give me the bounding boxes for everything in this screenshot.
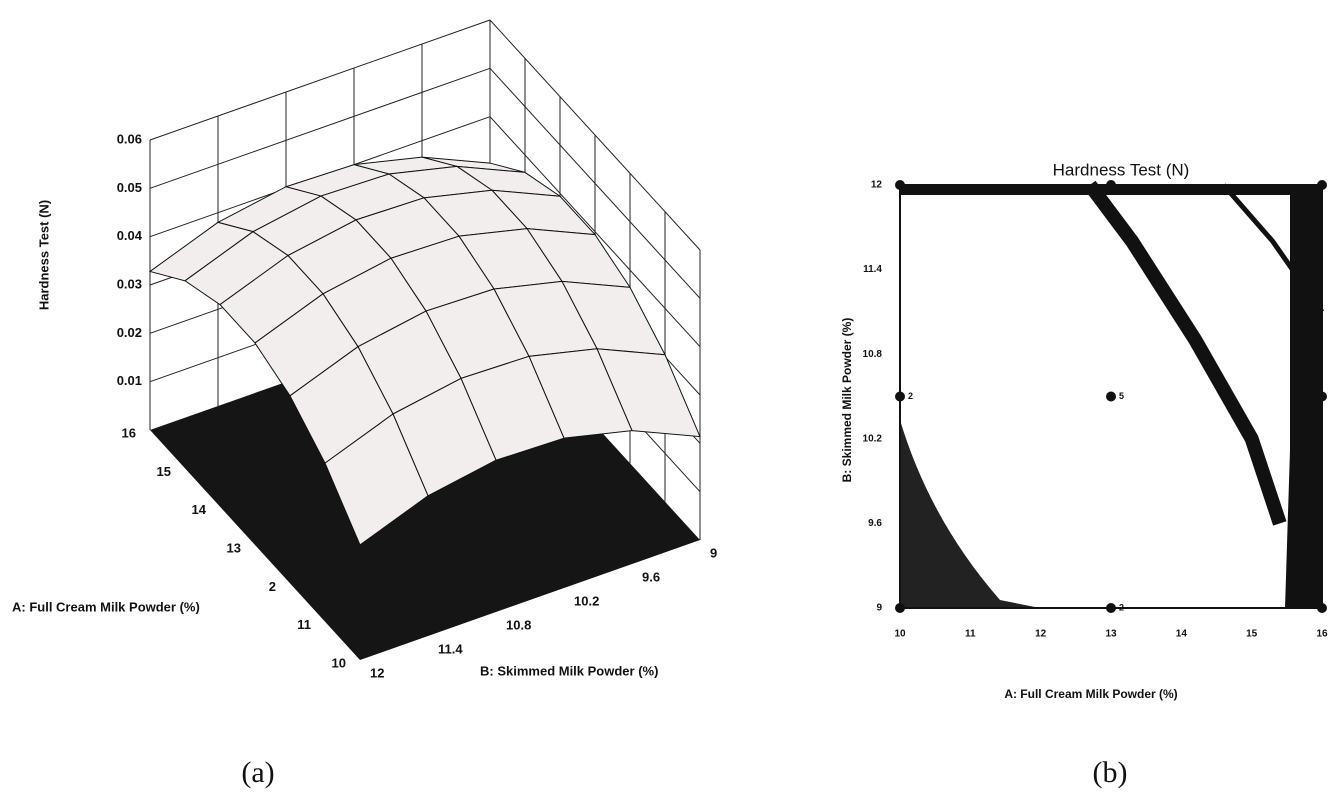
design-point bbox=[1106, 180, 1116, 190]
x-tick-label: 2 bbox=[269, 579, 276, 594]
y-tick-label: 12 bbox=[871, 180, 883, 191]
x-tick-label: 15 bbox=[1246, 629, 1258, 640]
x-tick-label: 11 bbox=[297, 617, 311, 632]
y-tick-label: 11.4 bbox=[438, 641, 463, 656]
x-tick-label: 14 bbox=[192, 502, 207, 517]
contour-line bbox=[1090, 185, 1280, 523]
y-axis-label: B: Skimmed Milk Powder (%) bbox=[480, 663, 658, 678]
panel-label: (a) bbox=[241, 756, 274, 789]
z-tick-label: 0.04 bbox=[117, 228, 143, 243]
y-tick-label: 9.6 bbox=[868, 518, 882, 529]
z-tick-label: 0.06 bbox=[117, 131, 142, 146]
x-tick-label: 13 bbox=[227, 540, 241, 555]
point-annotation: 2 bbox=[1119, 602, 1124, 612]
design-point bbox=[1106, 603, 1116, 613]
figure: 0.01 0.02 0.03 0.04 0.05 0.06 10 11 2 13 14 15 16 9 9.… bbox=[0, 0, 1328, 804]
y-axis-label: B: Skimmed Milk Powder (%) bbox=[840, 318, 854, 483]
y-tick-label: 12 bbox=[370, 665, 384, 680]
x-tick-label: 14 bbox=[1176, 629, 1188, 640]
z-tick-label: 0.03 bbox=[117, 276, 142, 291]
design-point bbox=[1317, 603, 1327, 613]
shaded-region bbox=[1285, 185, 1322, 608]
z-tick-label: 0.01 bbox=[117, 373, 142, 388]
y-tick-label: 10.8 bbox=[506, 617, 531, 632]
panel-label: (b) bbox=[1093, 756, 1128, 789]
shaded-region bbox=[900, 420, 1040, 608]
y-tick-label: 9.6 bbox=[642, 569, 660, 584]
x-axis-label: A: Full Cream Milk Powder (%) bbox=[12, 599, 200, 614]
design-point bbox=[1317, 180, 1327, 190]
x-tick-label: 15 bbox=[157, 464, 171, 479]
z-axis-label: Hardness Test (N) bbox=[36, 200, 51, 310]
z-tick-label: 0.05 bbox=[117, 180, 142, 195]
x-tick-label: 11 bbox=[965, 629, 976, 640]
design-point bbox=[1317, 392, 1327, 402]
y-tick-label: 9 bbox=[876, 603, 882, 614]
z-tick-label: 0.02 bbox=[117, 325, 142, 340]
design-point bbox=[895, 603, 905, 613]
design-point bbox=[895, 180, 905, 190]
y-tick-label: 11.4 bbox=[863, 264, 882, 275]
point-annotation: 2 bbox=[908, 391, 913, 401]
x-tick-label: 12 bbox=[1035, 629, 1047, 640]
y-tick-label: 9 bbox=[710, 545, 717, 560]
y-tick-label: 10.2 bbox=[574, 593, 599, 608]
x-axis-label: A: Full Cream Milk Powder (%) bbox=[1004, 687, 1177, 701]
x-tick-label: 13 bbox=[1105, 629, 1117, 640]
design-point bbox=[1106, 392, 1116, 402]
point-annotation: 5 bbox=[1119, 391, 1124, 401]
y-tick-label: 10.2 bbox=[863, 433, 883, 444]
x-tick-label: 16 bbox=[1316, 629, 1328, 640]
wall-grid-line bbox=[150, 20, 490, 140]
x-tick-label: 16 bbox=[122, 425, 136, 440]
y-tick-label: 10.8 bbox=[863, 349, 883, 360]
x-tick-label: 10 bbox=[894, 629, 906, 640]
x-tick-label: 10 bbox=[332, 655, 346, 670]
chart-title: Hardness Test (N) bbox=[1053, 160, 1190, 179]
design-point bbox=[895, 392, 905, 402]
